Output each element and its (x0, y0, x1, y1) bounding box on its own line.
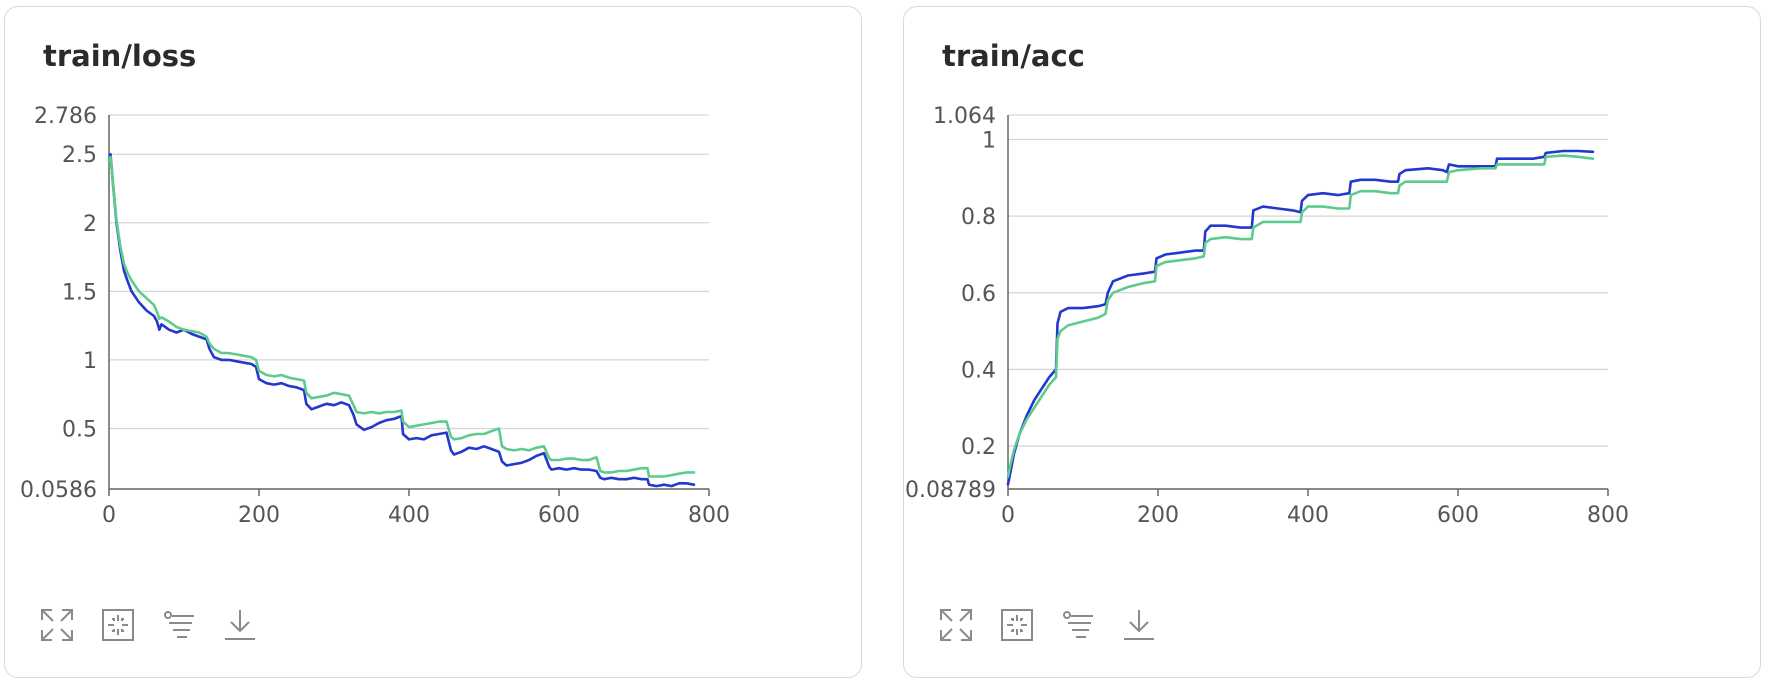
acc-chart[interactable]: 0.08789 0.2 0.4 0.6 0.8 11.064 0 200 400 600 800 (904, 7, 1762, 679)
fit-icon (102, 609, 134, 641)
y-tick-label: 0.8 (961, 205, 996, 230)
x-tick-label: 600 (1437, 503, 1479, 528)
y-tick-label: 1 (83, 349, 97, 374)
series-line-1[interactable] (107, 152, 696, 488)
expand-icon (41, 609, 73, 641)
chart-toolbar (39, 607, 258, 643)
y-tick-label: 0.5 (62, 417, 97, 442)
loss-chart[interactable]: 0.0586 0.5 1 1.5 2 2.5 2.786 0 200 400 600 800 (5, 7, 863, 679)
y-tick-label: 1 (982, 129, 996, 154)
y-tick-label: 1.5 (62, 280, 97, 305)
series-line-1[interactable] (1006, 149, 1595, 486)
chart-card-acc: train/acc 0.08789 0.2 0.4 0.6 0.8 1 1.064 0 200 4… (903, 6, 1761, 678)
x-tick-label: 800 (1587, 503, 1629, 528)
y-tick-label: 2.5 (62, 143, 97, 168)
filter-icon (1063, 611, 1093, 638)
y-tick-label: 0.6 (961, 282, 996, 307)
y-tick-label: 2 (83, 212, 97, 237)
download-icon (225, 610, 255, 640)
x-tick-label: 600 (538, 503, 580, 528)
x-tick-label: 400 (1287, 503, 1329, 528)
expand-icon (940, 609, 972, 641)
filter-button[interactable] (1060, 607, 1096, 643)
chart-toolbar (938, 607, 1157, 643)
y-tick-label: 2.786 (34, 104, 97, 129)
x-tick-label: 800 (688, 503, 730, 528)
fit-icon (1001, 609, 1033, 641)
x-tick-label: 200 (1137, 503, 1179, 528)
chart-card-loss: train/loss 0.0586 0.5 1 1.5 2 2.5 2.786 0 200 400… (4, 6, 862, 678)
fit-button[interactable] (999, 607, 1035, 643)
download-icon (1124, 610, 1154, 640)
y-tick-label: 1.064 (933, 104, 996, 129)
series-line-2[interactable] (107, 155, 696, 478)
download-button[interactable] (222, 607, 258, 643)
expand-button[interactable] (39, 607, 75, 643)
x-tick-label: 0 (1001, 503, 1015, 528)
y-tick-label: 0.2 (961, 435, 996, 460)
chart-title: train/loss (43, 39, 197, 73)
y-tick-label: 0.0586 (20, 478, 97, 503)
y-tick-label: 0.08789 (905, 478, 996, 503)
x-tick-label: 200 (238, 503, 280, 528)
expand-button[interactable] (938, 607, 974, 643)
filter-icon (164, 611, 194, 638)
filter-button[interactable] (161, 607, 197, 643)
x-tick-label: 0 (102, 503, 116, 528)
download-button[interactable] (1121, 607, 1157, 643)
y-tick-label: 0.4 (961, 358, 996, 383)
series-line-2[interactable] (1006, 154, 1595, 479)
chart-title: train/acc (942, 39, 1085, 73)
x-tick-label: 400 (388, 503, 430, 528)
fit-button[interactable] (100, 607, 136, 643)
